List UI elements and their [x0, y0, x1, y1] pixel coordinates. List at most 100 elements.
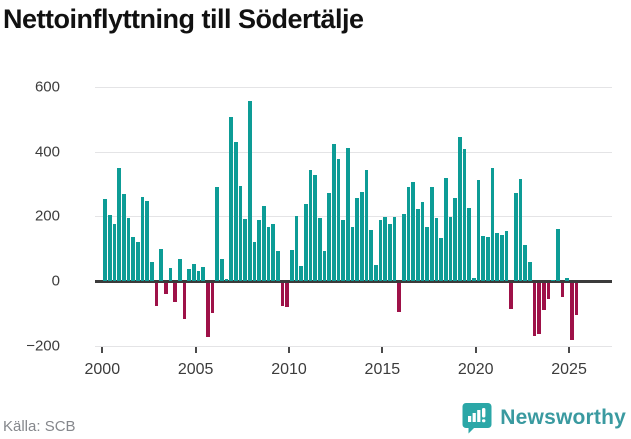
bar-negative	[570, 283, 574, 341]
bar-positive	[257, 220, 262, 281]
bar-negative	[546, 283, 551, 299]
bar-positive	[378, 219, 383, 281]
bar-positive	[387, 224, 392, 281]
x-axis-tick	[381, 346, 384, 353]
x-axis-year-label: 2000	[84, 361, 121, 378]
bar-positive	[336, 159, 341, 281]
x-axis-tick	[101, 346, 104, 353]
bar-positive	[112, 224, 117, 281]
bar-positive	[196, 271, 201, 281]
bar-positive	[177, 259, 182, 281]
bar-positive	[140, 197, 145, 281]
bar-positive	[233, 142, 238, 281]
y-axis-tick-label: 600	[34, 78, 60, 96]
bar-positive	[121, 193, 126, 281]
bar-positive	[252, 241, 257, 281]
bar-positive	[149, 262, 154, 281]
bar-positive	[555, 229, 560, 281]
x-axis-tick	[288, 346, 290, 353]
bar-negative	[205, 283, 210, 338]
bar-negative	[509, 283, 514, 309]
bar-positive	[331, 144, 336, 281]
bar-positive	[425, 226, 430, 281]
newsworthy-icon	[462, 403, 492, 434]
bar-positive	[145, 200, 150, 281]
x-axis-year-label: 2025	[551, 361, 587, 378]
y-axis-tick-label: 200	[34, 207, 60, 225]
bar-positive	[327, 192, 332, 281]
bar-negative	[210, 283, 215, 314]
bar-positive	[476, 179, 481, 281]
bar-positive	[350, 226, 355, 281]
bar-positive	[523, 245, 528, 281]
bar-positive	[369, 229, 374, 281]
gridline	[95, 87, 612, 89]
bar-positive	[271, 224, 276, 281]
chart-title: Nettoinflyttning till Södertälje	[3, 4, 364, 34]
bar-positive	[294, 216, 299, 281]
bar-positive	[243, 218, 248, 281]
bar-positive	[168, 268, 173, 281]
newsworthy-wordmark: Newsworthy	[500, 406, 626, 429]
bar-positive	[420, 201, 425, 281]
y-axis-tick-label: 0	[51, 272, 60, 290]
bar-positive	[429, 187, 434, 281]
y-axis-tick-label: −200	[26, 337, 60, 355]
bar-positive	[513, 193, 518, 281]
bar-negative	[173, 283, 178, 302]
bar-positive	[215, 186, 220, 281]
bar-positive	[495, 232, 500, 281]
bar-positive	[364, 169, 369, 281]
bar-positive	[471, 278, 476, 281]
bar-positive	[457, 137, 462, 281]
newsworthy-logo: Newsworthy	[462, 402, 626, 434]
bar-negative	[397, 283, 402, 313]
bar-positive	[406, 187, 411, 281]
bar-positive	[238, 185, 243, 281]
bar-positive	[411, 181, 416, 281]
bar-positive	[345, 148, 350, 281]
bar-positive	[117, 167, 122, 281]
bar-positive	[289, 249, 294, 281]
zero-baseline	[95, 280, 612, 283]
bar-positive	[299, 266, 304, 281]
bar-positive	[485, 236, 490, 281]
x-axis-year-label: 2010	[271, 361, 307, 378]
bar-positive	[135, 242, 140, 281]
bar-positive	[415, 209, 420, 281]
gridline	[95, 216, 612, 218]
bar-positive	[490, 168, 495, 281]
bar-positive	[504, 230, 509, 281]
bar-negative	[532, 283, 537, 337]
x-axis-tick	[474, 346, 477, 353]
bar-positive	[201, 267, 206, 281]
bar-positive	[131, 237, 136, 281]
bar-negative	[163, 283, 168, 294]
bar-positive	[481, 236, 486, 281]
bar-positive	[373, 264, 378, 281]
bar-positive	[159, 248, 164, 281]
bar-positive	[187, 269, 192, 281]
bar-positive	[462, 149, 467, 281]
bar-positive	[518, 179, 523, 281]
bar-positive	[107, 214, 112, 281]
bar-positive	[467, 208, 472, 281]
bar-positive	[443, 177, 448, 281]
bar-positive	[275, 250, 280, 281]
bar-positive	[313, 175, 318, 281]
bar-positive	[551, 280, 556, 281]
bar-positive	[247, 101, 252, 281]
gridline	[95, 151, 612, 153]
bar-positive	[224, 279, 229, 281]
bar-positive	[322, 250, 327, 281]
bar-positive	[303, 204, 308, 281]
plot-area: 600 400 200 0 −200 2000 2005 2010 2015 2020 2025	[26, 78, 612, 378]
bar-positive	[103, 198, 108, 281]
bar-positive	[499, 235, 504, 281]
bar-negative	[182, 283, 187, 319]
bar-positive	[126, 218, 131, 281]
bar-positive	[341, 219, 346, 281]
bar-positive	[439, 238, 444, 281]
bar-positive	[434, 218, 439, 281]
